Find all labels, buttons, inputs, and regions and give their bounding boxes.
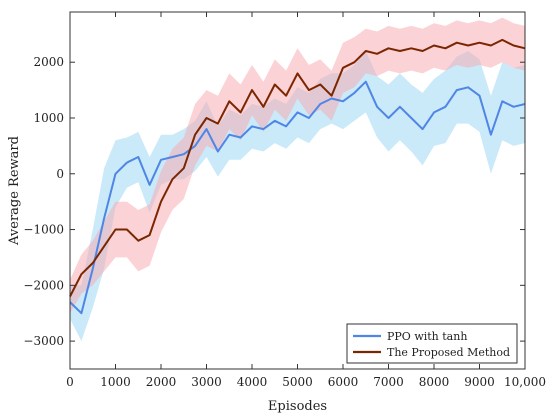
- line-series-0: [69, 80, 526, 315]
- plot-area: [69, 17, 526, 342]
- line-series-1: [69, 38, 526, 297]
- x-tick-label: 1000: [100, 375, 131, 389]
- series-lines: [69, 38, 526, 315]
- x-tick-label: 6000: [328, 375, 359, 389]
- x-tick-label: 5000: [282, 375, 313, 389]
- y-tick-label: −3000: [23, 334, 64, 348]
- legend: PPO with tanh The Proposed Method: [346, 323, 518, 364]
- x-tick-label: 10,000: [504, 375, 546, 389]
- x-tick-label: 2000: [146, 375, 177, 389]
- x-tick-label: 7000: [373, 375, 404, 389]
- confidence-bands: [70, 17, 525, 342]
- legend-box: [346, 323, 518, 364]
- band-series-0: [70, 51, 525, 342]
- y-axis-ticks: −3000 −2000 −1000 0 1000 2000: [23, 55, 525, 348]
- y-axis-label: Average Reward: [7, 136, 22, 246]
- y-tick-label: 2000: [33, 55, 64, 69]
- band-series-1: [70, 17, 525, 314]
- y-tick-label: 1000: [33, 111, 64, 125]
- x-axis-label: Episodes: [268, 399, 327, 414]
- x-tick-label: 9000: [464, 375, 495, 389]
- y-tick-label: −2000: [23, 278, 64, 292]
- legend-label-proposed: The Proposed Method: [387, 346, 510, 359]
- legend-label-ppo: PPO with tanh: [387, 330, 467, 343]
- x-axis-ticks: 0 1000 2000 3000 4000 5000 6000 7000 8000 9000 10,…: [66, 12, 546, 389]
- x-tick-label: 3000: [191, 375, 222, 389]
- y-tick-label: 0: [56, 167, 64, 181]
- x-tick-label: 4000: [237, 375, 268, 389]
- x-tick-label: 0: [66, 375, 74, 389]
- x-tick-label: 8000: [419, 375, 450, 389]
- y-tick-label: −1000: [23, 223, 64, 237]
